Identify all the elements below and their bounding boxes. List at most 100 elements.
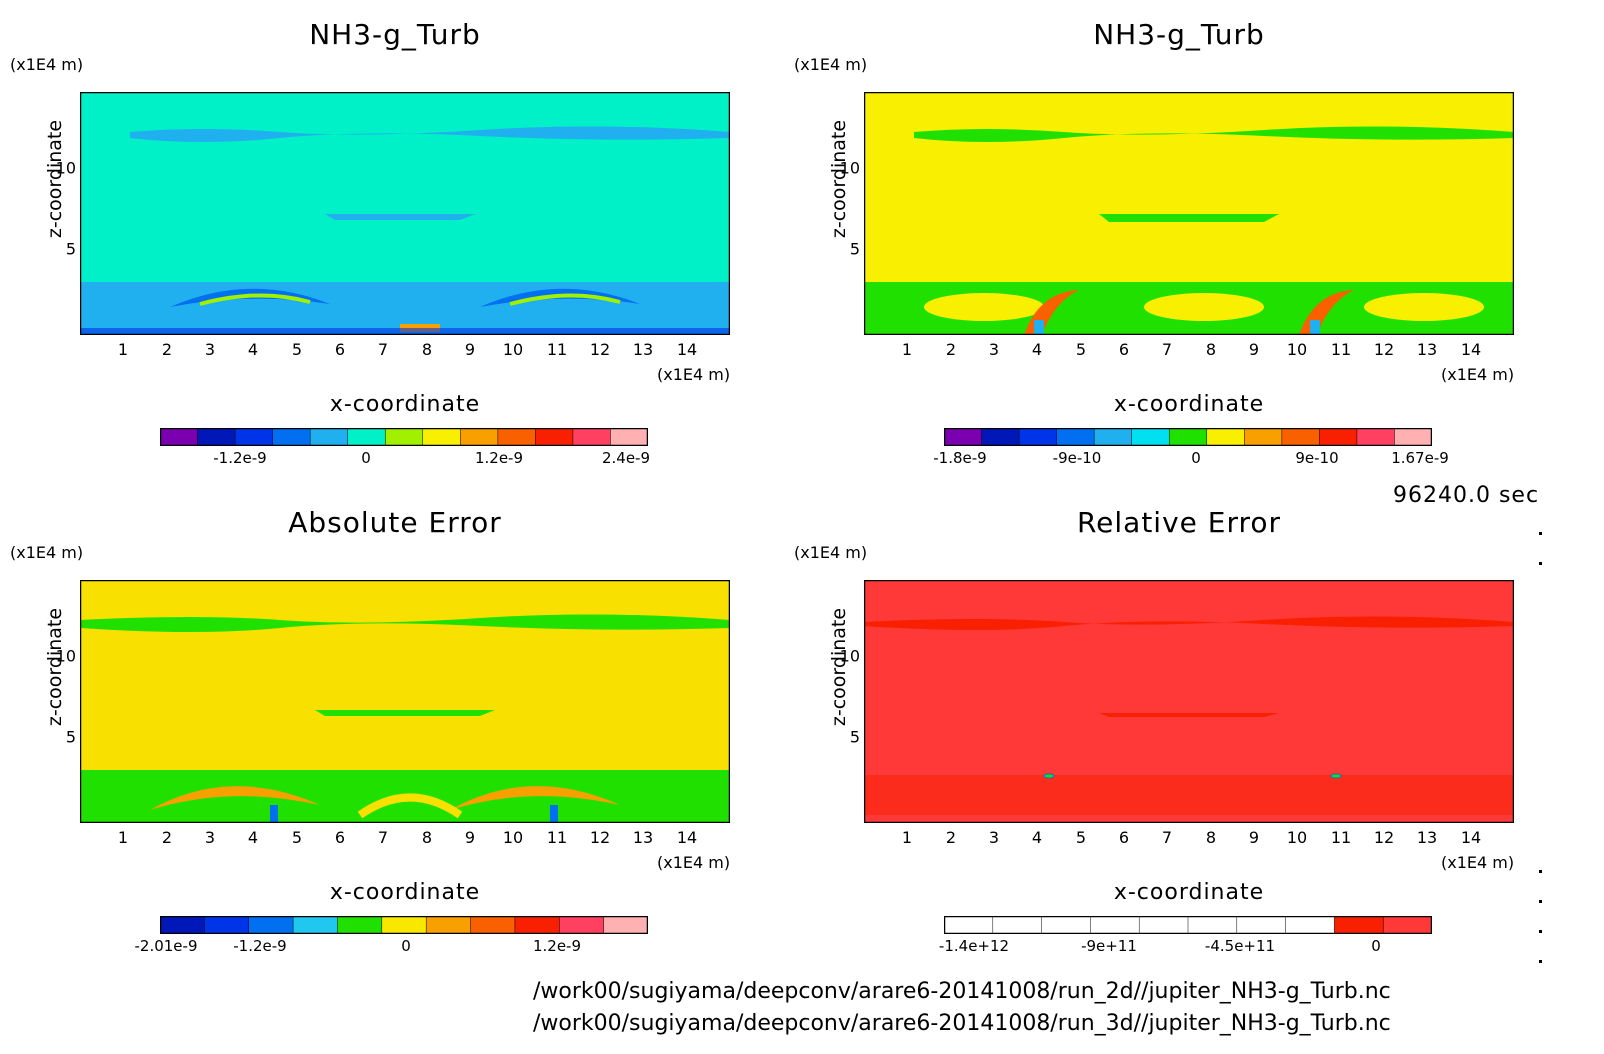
colorbar-segment: [1041, 916, 1092, 934]
colorbar-segment: [272, 428, 311, 446]
y-tick: 10: [55, 158, 76, 178]
colorbar-segment: [197, 428, 236, 446]
x-tick: 7: [377, 828, 389, 847]
heatmap-plot: [80, 92, 730, 335]
contour-swirl-left: [170, 288, 330, 307]
colorbar-segment: [470, 916, 516, 934]
y-unit-label: (x1E4 m): [794, 55, 868, 74]
chart-panel-4: Relative Error (x1E4 m) z-coordinate 5 1…: [784, 488, 1564, 988]
marker-dot: [1539, 532, 1542, 535]
contour-core: [1310, 320, 1320, 335]
x-tick: 8: [1205, 828, 1217, 847]
x-tick: 8: [421, 340, 433, 359]
colorbar-svg: [944, 916, 1432, 934]
x-tick: 8: [421, 828, 433, 847]
chart-panel-2: NH3-g_Turb (x1E4 m) z-coordinate 5 10 1 …: [784, 0, 1564, 500]
y-tick: 10: [839, 158, 860, 178]
x-tick: 5: [1075, 340, 1087, 359]
x-tick: 3: [204, 340, 216, 359]
heatmap-plot: [864, 580, 1514, 823]
colorbar-tick: 2.4e-9: [601, 449, 651, 467]
x-tick: 2: [161, 340, 173, 359]
x-tick: 12: [1373, 340, 1395, 359]
x-tick: 7: [377, 340, 389, 359]
marker-dot: [1539, 562, 1542, 565]
contour-point: [1330, 773, 1342, 779]
colorbar-segment: [1131, 428, 1170, 446]
marker-dot: [1539, 930, 1542, 933]
y-ticks: 5 10: [830, 92, 860, 335]
x-tick: 11: [1330, 340, 1352, 359]
colorbar-segment: [248, 916, 294, 934]
heatmap-svg: [80, 580, 730, 823]
x-tick: 3: [988, 828, 1000, 847]
colorbar-tick: 0: [401, 937, 411, 955]
contour-core: [550, 805, 558, 823]
x-tick: 10: [1286, 340, 1308, 359]
colorbar: [160, 428, 648, 446]
colorbar-segment: [1236, 916, 1287, 934]
colorbar-tick: -9e-10: [1052, 449, 1102, 467]
y-tick: 5: [849, 727, 860, 747]
colorbar-segment: [1206, 428, 1246, 446]
colorbar-tick: 0: [1191, 449, 1201, 467]
colorbar-tick: 1.2e-9: [474, 449, 524, 467]
plot-frame: [80, 92, 730, 335]
colorbar-tick: -9e+11: [1081, 937, 1137, 955]
colorbar-segment: [1356, 428, 1396, 446]
chart-panel-3: Absolute Error (x1E4 m) z-coordinate 5 1…: [0, 488, 780, 988]
contour-blob: [1364, 293, 1484, 321]
colorbar-segment: [1168, 428, 1208, 446]
colorbar-segment: [381, 916, 427, 934]
contour-core: [270, 805, 278, 823]
colorbar-segment: [572, 428, 612, 446]
contour-band-upper: [914, 126, 1514, 142]
x-tick: 10: [502, 340, 524, 359]
colorbar: [944, 428, 1432, 446]
y-unit-label: (x1E4 m): [10, 543, 84, 562]
marker-dot: [1539, 900, 1542, 903]
x-tick: 11: [1330, 828, 1352, 847]
y-unit-label: (x1E4 m): [10, 55, 84, 74]
x-tick: 12: [589, 828, 611, 847]
x-tick: 5: [291, 828, 303, 847]
x-tick: 2: [161, 828, 173, 847]
colorbar-segment: [204, 916, 250, 934]
colorbar-segment: [1244, 428, 1283, 446]
chart-title: NH3-g_Turb: [1093, 18, 1265, 51]
x-tick: 14: [676, 828, 698, 847]
contour-core: [1034, 320, 1044, 335]
chart-panel-1: NH3-g_Turb (x1E4 m) z-coordinate 5 10 1 …: [0, 0, 780, 500]
colorbar-segment: [384, 428, 424, 446]
plot-frame: [80, 580, 730, 823]
colorbar-segment: [1334, 916, 1384, 934]
x-tick: 1: [901, 340, 913, 359]
colorbar-tick: -2.01e-9: [134, 937, 198, 955]
y-unit-label: (x1E4 m): [794, 543, 868, 562]
colorbar-segment: [160, 428, 199, 446]
colorbar-tick: 0: [361, 449, 371, 467]
x-tick: 7: [1161, 340, 1173, 359]
heatmap-plot: [80, 580, 730, 823]
x-ticks: 1 2 3 4 5 6 7 8 9 10 11 12 13 14: [80, 340, 730, 360]
x-axis-label: x-coordinate: [329, 880, 481, 905]
y-ticks: 5 10: [46, 92, 76, 335]
x-tick: 13: [1416, 340, 1438, 359]
heatmap-svg: [864, 92, 1514, 335]
x-unit-label: (x1E4 m): [1441, 853, 1515, 872]
x-tick: 10: [502, 828, 524, 847]
x-unit-label: (x1E4 m): [657, 853, 731, 872]
x-tick: 14: [676, 340, 698, 359]
colorbar-segment: [1319, 428, 1358, 446]
colorbar-segment: [1138, 916, 1189, 934]
colorbar-frame: [160, 916, 648, 934]
contour-point: [1043, 773, 1055, 779]
colorbar-segment: [337, 916, 383, 934]
x-tick: 5: [1075, 828, 1087, 847]
colorbar-segment: [559, 916, 605, 934]
x-tick: 9: [1248, 340, 1260, 359]
colorbar-segment: [460, 428, 499, 446]
x-tick: 2: [945, 340, 957, 359]
colorbar-tick: 1.2e-9: [532, 937, 582, 955]
x-tick: 9: [464, 340, 476, 359]
